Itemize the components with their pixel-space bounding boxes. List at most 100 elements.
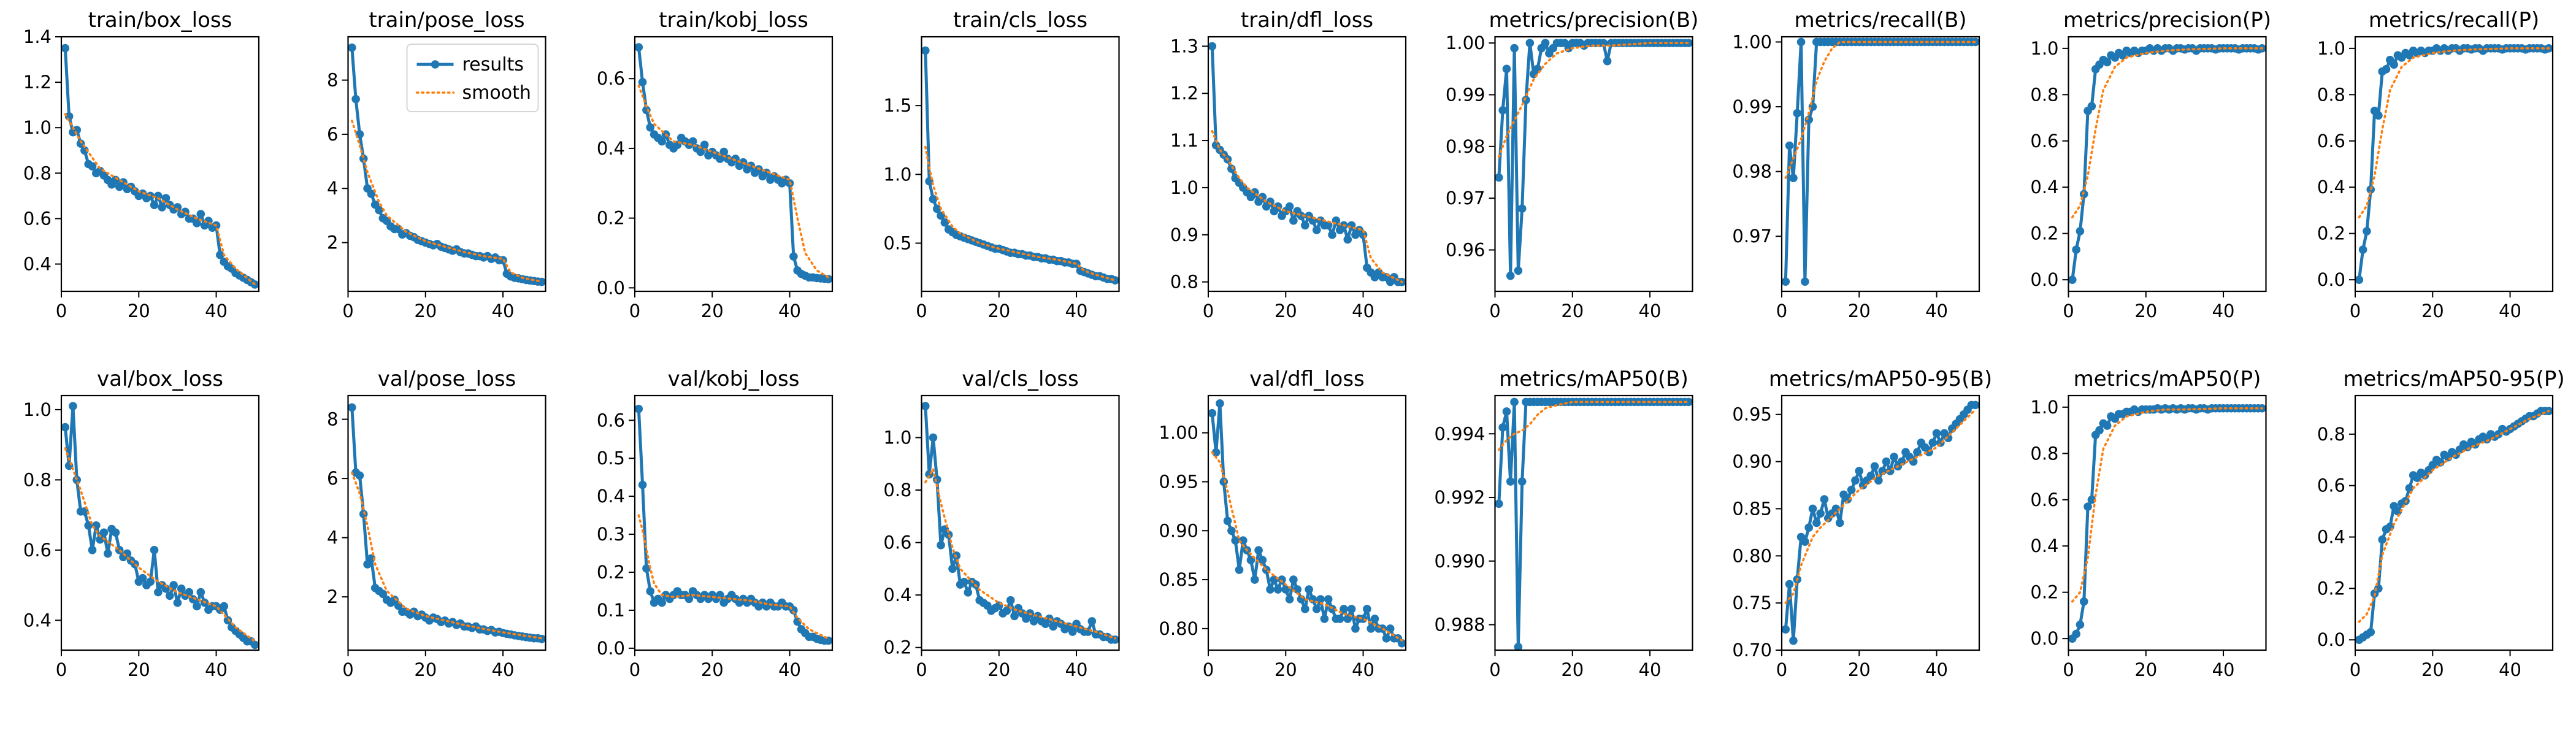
y-tick-label: 0.97 — [1732, 226, 1772, 247]
results-point — [684, 594, 694, 604]
panel-val-pose-loss: val/pose_loss 0 20 40 2 4 6 8 — [327, 367, 546, 680]
results-point — [2087, 102, 2096, 110]
panel-val-dfl-loss: val/dfl_loss 0 20 40 0.80 0.85 0.90 0.95 1.00 — [1159, 367, 1407, 680]
results-point — [1254, 546, 1263, 554]
panel-metrics-recall-b: metrics/recall(B) 0 20 40 0.97 0.98 0.99 1.00 — [1732, 8, 1980, 321]
results-point — [646, 587, 655, 596]
plot-area — [1208, 42, 1406, 286]
results-point — [216, 250, 224, 259]
y-tick-label: 1.0 — [2030, 38, 2058, 59]
results-point — [1782, 277, 1790, 286]
y-tick-label: 0.1 — [597, 600, 625, 621]
y-tick-label: 0.6 — [2030, 489, 2058, 510]
legend-marker-results — [431, 60, 440, 69]
y-tick-label: 0.6 — [2317, 131, 2345, 151]
results-point — [1932, 429, 1941, 438]
results-point — [1068, 627, 1077, 636]
plot-area — [1782, 37, 1979, 286]
results-point — [1328, 230, 1336, 239]
results-point — [169, 581, 178, 589]
y-tick-label: 1.5 — [883, 95, 911, 116]
results-point — [363, 560, 372, 569]
results-point — [1216, 399, 1224, 408]
y-tick-label: 0.0 — [2317, 629, 2345, 650]
results-point — [1316, 595, 1325, 604]
plot-area — [1495, 39, 1693, 280]
results-point — [1301, 605, 1309, 613]
results-point — [348, 43, 356, 52]
y-tick-label: 0.8 — [2317, 84, 2345, 105]
results-point — [1909, 457, 1918, 466]
results-point — [719, 147, 729, 156]
panel-title: val/dfl_loss — [1249, 367, 1365, 391]
y-tick-label: 0.5 — [883, 232, 911, 253]
panel-val-box-loss: val/box_loss 0 20 40 0.4 0.6 0.8 1.0 — [23, 367, 260, 680]
x-tick-label: 40 — [1639, 301, 1662, 321]
results-point — [1343, 235, 1352, 244]
results-point — [1320, 615, 1329, 623]
x-tick-label: 0 — [1776, 659, 1787, 680]
results-point — [150, 201, 159, 210]
results-point — [1343, 615, 1352, 623]
x-tick-label: 0 — [1203, 301, 1214, 321]
x-tick-label: 0 — [1489, 301, 1500, 321]
axes-frame — [2354, 36, 2554, 293]
y-tick-label: 0.75 — [1732, 592, 1772, 613]
axes-frame — [2354, 394, 2554, 651]
y-tick-label: 1.0 — [2030, 397, 2058, 418]
x-tick-label: 40 — [1352, 301, 1374, 321]
x-tick-label: 0 — [629, 659, 640, 680]
y-tick-label: 0.70 — [1732, 640, 1772, 661]
results-point — [657, 598, 666, 607]
x-tick-label: 0 — [342, 301, 353, 321]
axes-frame — [921, 36, 1120, 293]
results-point — [1006, 596, 1015, 605]
results-point — [2072, 629, 2080, 638]
y-tick-label: 1.0 — [883, 427, 911, 448]
results-point — [61, 44, 70, 53]
panel-title: train/kobj_loss — [659, 8, 808, 33]
x-tick-label: 20 — [1561, 301, 1584, 321]
results-point — [2087, 495, 2096, 504]
panel-metrics-map50-95-b: metrics/mAP50-95(B) 0 20 40 0.70 0.75 0.80 0.85… — [1732, 367, 1992, 680]
x-tick-label: 20 — [1275, 301, 1297, 321]
results-point — [1285, 202, 1294, 211]
plot-area — [348, 43, 546, 286]
results-point — [1227, 164, 1236, 173]
results-point — [88, 162, 97, 171]
y-tick-label: 0.4 — [883, 585, 911, 605]
results-point — [1866, 471, 1876, 480]
y-tick-label: 0.4 — [597, 138, 625, 159]
results-point — [646, 123, 655, 132]
results-point — [1971, 401, 1979, 410]
series-results-line — [2071, 47, 2263, 280]
results-point — [1890, 453, 1898, 461]
results-point — [103, 549, 112, 558]
panel-metrics-map50-95-p: metrics/mAP50-95(P) 0 20 40 0.0 0.2 0.4 0.6 0.8 — [2317, 367, 2565, 680]
axes-frame — [921, 394, 1120, 651]
results-point — [1510, 397, 1519, 407]
x-tick-label: 40 — [2212, 301, 2235, 321]
results-point — [1928, 439, 1938, 447]
results-point — [1324, 595, 1333, 604]
x-tick-label: 20 — [414, 301, 437, 321]
plot-area — [2068, 44, 2266, 284]
y-tick-label: 0.2 — [597, 562, 625, 583]
x-tick-label: 0 — [56, 301, 67, 321]
legend-box — [406, 44, 539, 112]
results-point — [1789, 636, 1798, 645]
panel-train-pose-loss: train/pose_loss 0 20 40 2 4 6 8 results smooth — [327, 8, 546, 321]
results-point — [1498, 105, 1507, 115]
results-point — [150, 546, 159, 554]
series-smooth-line — [1784, 40, 1977, 180]
y-tick-label: 0.8 — [23, 163, 52, 183]
y-tick-label: 1.2 — [23, 72, 52, 93]
y-tick-label: 0.0 — [2030, 628, 2058, 649]
axes-frame — [1781, 394, 1980, 651]
axes-frame — [1207, 36, 1407, 293]
results-point — [1684, 397, 1693, 407]
results-point — [2068, 275, 2077, 284]
x-tick-label: 40 — [205, 659, 228, 680]
results-point — [1278, 575, 1286, 584]
results-point — [1541, 39, 1550, 47]
